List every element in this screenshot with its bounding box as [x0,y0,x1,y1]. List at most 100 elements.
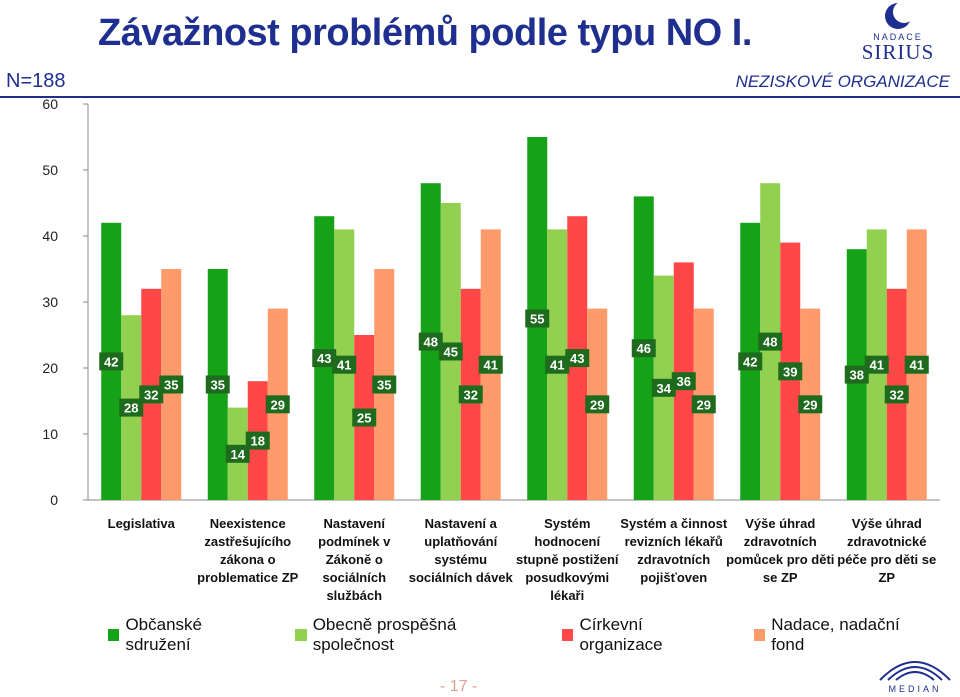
category-label: zdravotních [744,534,817,549]
category-label: sociálních [322,570,386,585]
bars [101,137,927,501]
data-label: 18 [251,434,265,449]
y-tick-label: 50 [42,162,58,178]
data-label: 43 [317,351,331,366]
data-label: 42 [743,354,757,369]
y-tick-label: 40 [42,228,58,244]
category-label: ZP [878,570,895,585]
data-label-box [691,395,716,414]
data-label-box [99,352,124,371]
organization-type-label: NEZISKOVÉ ORGANIZACE [735,72,950,91]
data-labels: 42 28 32 35 35 14 18 29 43 41 25 35 48 45 32 41 55 41 43 29… [99,309,929,463]
data-label-box [651,378,676,397]
data-label: 41 [870,358,884,373]
category-label: pomůcek pro děti [726,552,834,567]
data-label: 45 [444,345,458,360]
data-label: 32 [144,387,158,402]
data-label: 41 [550,358,564,373]
data-label-box [585,395,610,414]
legend-swatch [108,629,120,641]
data-label: 32 [890,387,904,402]
legend-item: Církevní organizace [562,615,724,655]
data-label: 29 [697,397,711,412]
legend-label: Občanské sdružení [125,615,202,654]
category-label: sociálních dávek [409,570,514,585]
data-label-box [418,332,443,351]
data-label-box [844,365,869,384]
page-title: Závažnost problémů podle typu NO I. [98,12,752,54]
data-label-box [904,355,929,374]
legend-item: Občanské sdružení [108,615,265,655]
category-label: Systém a činnost [620,516,728,531]
data-label-box [565,349,590,368]
data-label-box [225,444,250,463]
data-label: 41 [910,358,924,373]
data-label-box [864,355,889,374]
legend-label: Obecně prospěšná společnost [312,615,457,654]
data-label: 35 [164,378,178,393]
legend-swatch [562,629,574,641]
category-label: Zákoně o [326,552,383,567]
median-logo-icon [879,661,951,681]
category-label: systému [434,552,487,567]
data-label-box [352,408,377,427]
y-tick-label: 0 [50,492,58,508]
logo-line-1: NADACE [873,32,923,42]
data-label-box [205,375,230,394]
data-label: 55 [530,312,544,327]
data-label: 29 [590,397,604,412]
category-label: lékaři [550,588,584,603]
data-label-box [139,385,164,404]
category-label: revizních lékařů [625,534,723,549]
category-label: stupně postižení [516,552,619,567]
data-label: 29 [803,397,817,412]
data-label: 35 [377,378,391,393]
data-label-box [265,395,290,414]
data-label-box [159,375,184,394]
bar-chart: 0 10 20 30 40 50 60 42 28 32 35 35 14 18 29 43 41 25 35 48… [42,96,940,603]
nadace-sirius-logo: NADACE SIRIUS [852,0,944,64]
data-label-box [738,352,763,371]
data-label-box [884,385,909,404]
data-label-box [245,431,270,450]
data-label-box [478,355,503,374]
data-label-box [312,349,337,368]
data-label: 43 [570,351,584,366]
data-label: 36 [677,374,691,389]
data-label: 48 [763,335,777,350]
data-label: 42 [104,354,118,369]
legend-item: Obecně prospěšná společnost [295,615,532,655]
legend-label: Nadace, nadační fond [771,615,900,654]
category-label: se ZP [763,570,798,585]
data-label-box [332,355,357,374]
category-label: hodnocení [534,534,600,549]
data-label-box [631,339,656,358]
data-label: 39 [783,364,797,379]
chart-legend: Občanské sdružení Obecně prospěšná společ… [108,615,960,654]
data-label-box [671,372,696,391]
logo-line-2: SIRIUS [861,40,935,64]
data-label: 34 [657,381,672,396]
data-label: 25 [357,411,371,426]
y-tick-label: 10 [42,426,58,442]
data-label: 41 [484,358,498,373]
category-label: zdravotních [637,552,710,567]
data-label-box [525,309,550,328]
legend-item: Nadace, nadační fond [753,615,930,655]
legend-label: Církevní organizace [579,615,663,654]
y-axis: 0 10 20 30 40 50 60 [42,96,940,508]
sirius-moon-icon [885,1,915,29]
data-label: 48 [424,335,438,350]
data-label: 14 [231,447,246,462]
category-label: Nastavení a [425,516,498,531]
category-label: péče pro děti se [837,552,936,567]
data-label-box [545,355,570,374]
category-label: uplatňování [424,534,497,549]
y-tick-label: 20 [42,360,58,376]
category-label: zdravotnické [847,534,926,549]
data-label-box [798,395,823,414]
category-label: zastřešujícího [204,534,291,549]
header-divider [0,96,960,98]
data-label: 35 [211,378,225,393]
data-label: 32 [464,387,478,402]
